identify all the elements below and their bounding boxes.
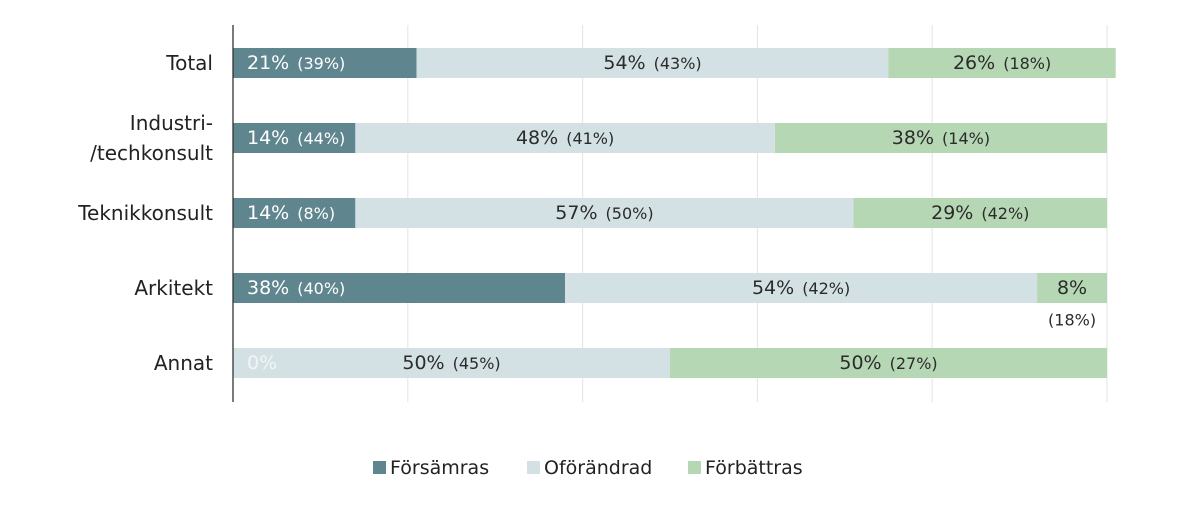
data-label: 57% (50%) <box>555 202 653 224</box>
data-label: 54% (42%) <box>752 277 850 299</box>
bar-segment <box>853 198 1107 228</box>
bar-segment <box>1037 273 1107 303</box>
data-label: 0% <box>247 352 277 374</box>
legend-label: Förbättras <box>705 457 803 479</box>
previous-value-label: (50%) <box>606 204 654 223</box>
value-label: 50% <box>839 352 881 374</box>
data-label: 14% (44%) <box>247 127 345 149</box>
previous-value-label: (27%) <box>890 354 938 373</box>
value-label: 50% <box>402 352 444 374</box>
value-label: 26% <box>953 52 995 74</box>
legend-label: Försämras <box>390 457 489 479</box>
data-label: 54% (43%) <box>603 52 701 74</box>
category-label-line: Total <box>165 51 213 75</box>
data-label: 38% (14%) <box>892 127 990 149</box>
category-labels: Total Industri- /techkonsult Teknikkonsult A… <box>77 51 213 375</box>
category-label-line: Annat <box>154 351 213 375</box>
value-label: 57% <box>555 202 597 224</box>
data-label: 48% (41%) <box>516 127 614 149</box>
value-label: 14% <box>247 202 289 224</box>
data-label: 50% (27%) <box>839 352 937 374</box>
category-label: Annat <box>154 351 213 375</box>
data-label: 38% (40%) <box>247 277 345 299</box>
value-label: 48% <box>516 127 558 149</box>
category-label-line: Arkitekt <box>134 276 213 300</box>
bar-segment <box>416 48 889 78</box>
value-label: 29% <box>931 202 973 224</box>
value-label: 21% <box>247 52 289 74</box>
category-label: Arkitekt <box>134 276 213 300</box>
bar-segment <box>233 198 356 228</box>
legend-item: Förbättras <box>688 457 803 479</box>
data-labels: 21% (39%) 54% (43%) 26% (18%) 14% (44%) 48% (41%)… <box>247 52 1096 374</box>
legend-swatch <box>373 461 386 474</box>
bar-segment <box>774 123 1107 153</box>
legend: Försämras Oförändrad Förbättras <box>373 457 803 479</box>
previous-value-label: (44%) <box>297 129 345 148</box>
bar-segment <box>888 48 1116 78</box>
category-label: Teknikkonsult <box>77 201 213 225</box>
previous-value-label: (42%) <box>981 204 1029 223</box>
previous-value-label: (45%) <box>453 354 501 373</box>
category-label: Industri- /techkonsult <box>90 111 213 165</box>
bar-segment <box>355 198 854 228</box>
previous-value-label: (18%) <box>1048 311 1096 330</box>
value-label: 8% <box>1057 277 1087 299</box>
value-label: 0% <box>247 352 277 374</box>
legend-item: Försämras <box>373 457 489 479</box>
data-label: 29% (42%) <box>931 202 1029 224</box>
category-label: Total <box>165 51 213 75</box>
value-label: 54% <box>752 277 794 299</box>
bar-segment <box>670 348 1107 378</box>
value-label: 54% <box>603 52 645 74</box>
previous-value-label: (18%) <box>1003 54 1051 73</box>
legend-item: Oförändrad <box>527 457 652 479</box>
previous-value-label: (39%) <box>297 54 345 73</box>
legend-label: Oförändrad <box>544 457 652 479</box>
value-label: 38% <box>247 277 289 299</box>
bars <box>233 48 1116 378</box>
data-label: 26% (18%) <box>953 52 1051 74</box>
data-label: 50% (45%) <box>402 352 500 374</box>
legend-swatch <box>527 461 540 474</box>
category-label-line: Teknikkonsult <box>77 201 213 225</box>
previous-value-label: (8%) <box>297 204 335 223</box>
bar-segment <box>233 348 670 378</box>
previous-value-label: (14%) <box>942 129 990 148</box>
category-label-line: Industri- <box>130 111 213 135</box>
value-label: 38% <box>892 127 934 149</box>
previous-value-label: (40%) <box>297 279 345 298</box>
category-label-line: /techkonsult <box>90 141 213 165</box>
value-label: 14% <box>247 127 289 149</box>
previous-value-label: (41%) <box>566 129 614 148</box>
bar-segment <box>233 273 566 303</box>
bar-segment <box>233 48 417 78</box>
bar-segment <box>565 273 1038 303</box>
legend-swatch <box>688 461 701 474</box>
data-label: 14% (8%) <box>247 202 335 224</box>
previous-value-label: (42%) <box>802 279 850 298</box>
previous-value-label: (43%) <box>654 54 702 73</box>
data-label: 21% (39%) <box>247 52 345 74</box>
bar-segment <box>233 123 356 153</box>
bar-segment <box>355 123 775 153</box>
